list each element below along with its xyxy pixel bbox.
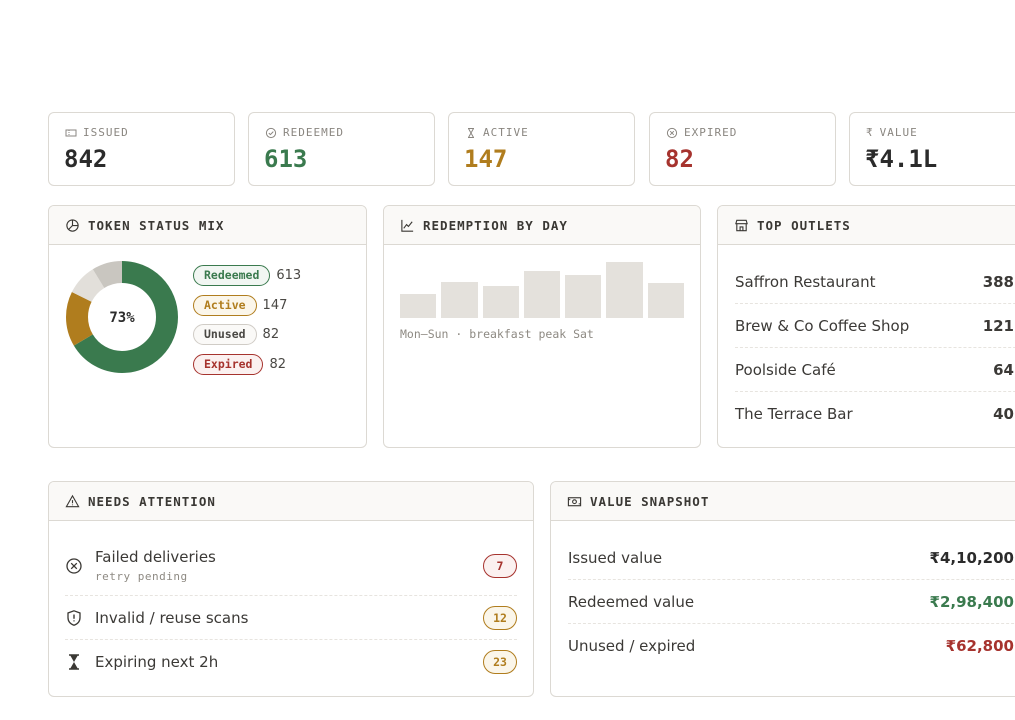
value-row: Unused / expired ₹62,800 (568, 624, 1015, 668)
outlet-name: Saffron Restaurant (735, 272, 876, 291)
needs-attention-panel: NEEDS ATTENTION Failed deliveries retry … (48, 481, 534, 697)
token-status-panel: TOKEN STATUS MIX 73% Redeemed 613 Active… (48, 205, 367, 448)
redemption-bar (482, 286, 519, 318)
kpi-value-card: ₹ VALUE ₹4.1L (849, 112, 1015, 186)
panel-title: TOKEN STATUS MIX (88, 217, 225, 233)
kpi-label: ACTIVE (483, 126, 529, 139)
check-circle-icon (265, 127, 277, 138)
donut-center-label: 73% (109, 310, 135, 326)
outlet-count: 388 (982, 272, 1014, 291)
ticket-icon (65, 129, 77, 136)
outlet-row[interactable]: Brew & Co Coffee Shop 121 (735, 304, 1015, 348)
attention-item[interactable]: Invalid / reuse scans 12 (65, 596, 517, 640)
attention-count-badge: 23 (483, 650, 517, 674)
x-circle-icon (66, 557, 82, 574)
legend-item: Redeemed 613 (193, 261, 301, 291)
kpi-value: 82 (665, 145, 694, 173)
panel-title: REDEMPTION BY DAY (423, 217, 568, 233)
legend-pill-expired: Expired (193, 353, 264, 375)
legend-count: 613 (276, 268, 302, 284)
value-amount: ₹2,98,400 (929, 592, 1014, 611)
redemption-bar (441, 282, 478, 318)
kpi-label: ISSUED (83, 126, 129, 139)
redemption-bar (565, 275, 602, 318)
legend-pill-redeemed: Redeemed (193, 265, 271, 287)
kpi-expired: EXPIRED 82 (649, 112, 836, 186)
donut-segment-expired (66, 261, 178, 373)
kpi-value: 613 (264, 145, 308, 173)
outlet-name: Poolside Café (735, 360, 836, 379)
kpi-label: EXPIRED (684, 126, 738, 139)
value-label: Redeemed value (568, 592, 695, 611)
attention-label: Invalid / reuse scans (95, 608, 249, 627)
value-row: Issued value ₹4,10,200 (568, 536, 1015, 580)
outlet-name: Brew & Co Coffee Shop (735, 316, 910, 335)
attention-sublabel: retry pending (95, 570, 188, 583)
value-row: Redeemed value ₹2,98,400 (568, 580, 1015, 624)
legend-item: Expired 82 (193, 350, 301, 380)
x-circle-icon (666, 127, 678, 138)
legend-item: Unused 82 (193, 320, 301, 350)
redemption-panel: REDEMPTION BY DAY Mon–Sun · breakfast pe… (383, 205, 701, 448)
donut-segment-active (66, 261, 178, 373)
kpi-redeemed: REDEEMED 613 (248, 112, 435, 186)
status-donut-chart: 73% (66, 261, 178, 373)
kpi-issued: ISSUED 842 (48, 112, 235, 186)
redemption-bar (647, 283, 684, 318)
panel-title: TOP OUTLETS (757, 217, 851, 233)
outlet-row[interactable]: The Terrace Bar 40 (735, 392, 1015, 436)
outlet-count: 40 (993, 405, 1014, 423)
redemption-caption: Mon–Sun · breakfast peak Sat (400, 327, 594, 341)
legend-pill-active: Active (193, 294, 257, 316)
outlet-count: 121 (982, 316, 1014, 335)
outlet-row[interactable]: Saffron Restaurant 388 (735, 260, 1015, 304)
hourglass-icon (69, 654, 79, 670)
attention-label: Failed deliveries (95, 548, 216, 566)
legend-count: 147 (262, 297, 288, 313)
rupee-icon: ₹ (866, 126, 874, 139)
legend-count: 82 (269, 356, 287, 372)
redemption-bars (400, 262, 684, 318)
legend-pill-unused: Unused (193, 324, 257, 346)
outlet-name: The Terrace Bar (735, 405, 853, 423)
kpi-active: ACTIVE 147 (448, 112, 635, 186)
store-icon (735, 219, 748, 231)
warning-icon (65, 494, 80, 507)
redemption-bar (606, 262, 643, 318)
hourglass-icon (468, 127, 474, 138)
cash-icon (567, 496, 582, 506)
redemption-bar (523, 271, 561, 318)
status-legend: Redeemed 613 Active 147 Unused 82 Expire… (193, 261, 301, 379)
pie-chart-icon (66, 218, 79, 232)
attention-count-badge: 12 (483, 605, 517, 630)
attention-item[interactable]: Failed deliveries retry pending 7 (65, 536, 517, 596)
attention-count-badge: 7 (483, 553, 517, 578)
kpi-value: 147 (464, 145, 508, 173)
kpi-value: ₹4.1L (865, 145, 938, 173)
kpi-value: 842 (64, 145, 108, 173)
legend-count: 82 (262, 327, 280, 343)
value-snapshot-panel: VALUE SNAPSHOT Issued value ₹4,10,200 Re… (550, 481, 1015, 697)
value-amount: ₹4,10,200 (929, 548, 1014, 567)
panel-title: NEEDS ATTENTION (88, 493, 216, 509)
value-label: Issued value (568, 548, 663, 567)
value-amount: ₹62,800 (945, 637, 1014, 655)
attention-item[interactable]: Expiring next 2h 23 (65, 640, 517, 684)
shield-alert-icon (67, 609, 81, 626)
line-chart-icon (401, 219, 414, 232)
outlet-row[interactable]: Poolside Café 64 (735, 348, 1015, 392)
kpi-label: REDEEMED (283, 126, 344, 139)
legend-item: Active 147 (193, 291, 301, 321)
redemption-bar (400, 294, 437, 318)
top-outlets-panel: TOP OUTLETS Saffron Restaurant 388 Brew … (717, 205, 1015, 448)
outlet-count: 64 (993, 360, 1014, 379)
panel-title: VALUE SNAPSHOT (590, 493, 710, 509)
attention-label: Expiring next 2h (95, 653, 219, 671)
value-label: Unused / expired (568, 637, 696, 655)
kpi-label: VALUE (879, 126, 918, 139)
